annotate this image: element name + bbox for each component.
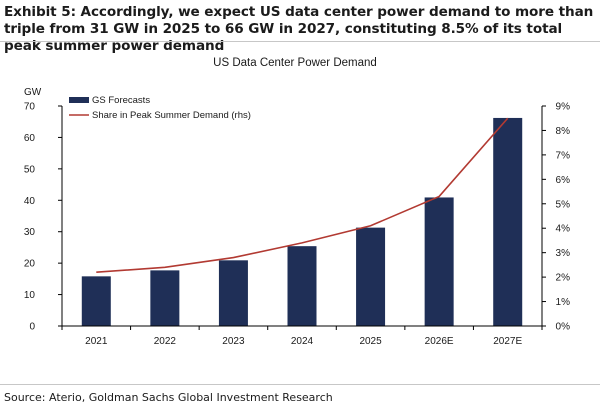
y2-tick-label: 8% xyxy=(556,126,571,137)
y2-tick-label: 5% xyxy=(556,199,571,210)
y-tick-label: 30 xyxy=(24,227,36,238)
y2-tick-label: 0% xyxy=(556,322,571,333)
legend-bar-swatch xyxy=(69,97,89,103)
y-tick-label: 60 xyxy=(24,133,36,144)
x-tick-label: 2021 xyxy=(85,336,108,347)
y-tick-label: 40 xyxy=(24,196,36,207)
y-tick-label: 20 xyxy=(24,259,36,270)
y-tick-label: 0 xyxy=(29,322,35,333)
y-tick-label: 50 xyxy=(24,164,36,175)
legend-label-line: Share in Peak Summer Demand (rhs) xyxy=(92,110,251,121)
legend: GS Forecasts Share in Peak Summer Demand… xyxy=(69,95,251,121)
exhibit-title: Exhibit 5: Accordingly, we expect US dat… xyxy=(4,4,594,54)
x-tick-label: 2023 xyxy=(222,336,245,347)
x-tick-label: 2025 xyxy=(359,336,382,347)
bar xyxy=(424,197,454,326)
legend-label-bars: GS Forecasts xyxy=(92,95,150,106)
y2-tick-label: 7% xyxy=(556,150,571,161)
bar xyxy=(150,270,180,326)
y-tick-label: 10 xyxy=(24,290,36,301)
bar xyxy=(287,246,317,326)
y2-tick-label: 6% xyxy=(556,175,571,186)
bar xyxy=(81,276,111,326)
share-line xyxy=(96,117,509,274)
y-axis-label: GW xyxy=(24,87,42,98)
y2-tick-label: 3% xyxy=(556,248,571,259)
x-tick-label: 2027E xyxy=(493,336,522,347)
y2-tick-label: 4% xyxy=(556,224,571,235)
source-note: Source: Aterio, Goldman Sachs Global Inv… xyxy=(4,391,333,404)
chart-title: US Data Center Power Demand xyxy=(213,57,377,69)
y-tick-label: 70 xyxy=(24,102,36,113)
x-tick-label: 2022 xyxy=(154,336,177,347)
y2-tick-label: 1% xyxy=(556,297,571,308)
y2-tick-label: 9% xyxy=(556,102,571,113)
bar xyxy=(356,227,386,326)
top-divider xyxy=(0,41,600,42)
x-tick-label: 2026E xyxy=(425,336,454,347)
bar xyxy=(218,260,248,326)
x-tick-label: 2024 xyxy=(291,336,314,347)
y2-tick-label: 2% xyxy=(556,273,571,284)
bottom-divider xyxy=(0,384,600,385)
bar xyxy=(493,117,523,326)
